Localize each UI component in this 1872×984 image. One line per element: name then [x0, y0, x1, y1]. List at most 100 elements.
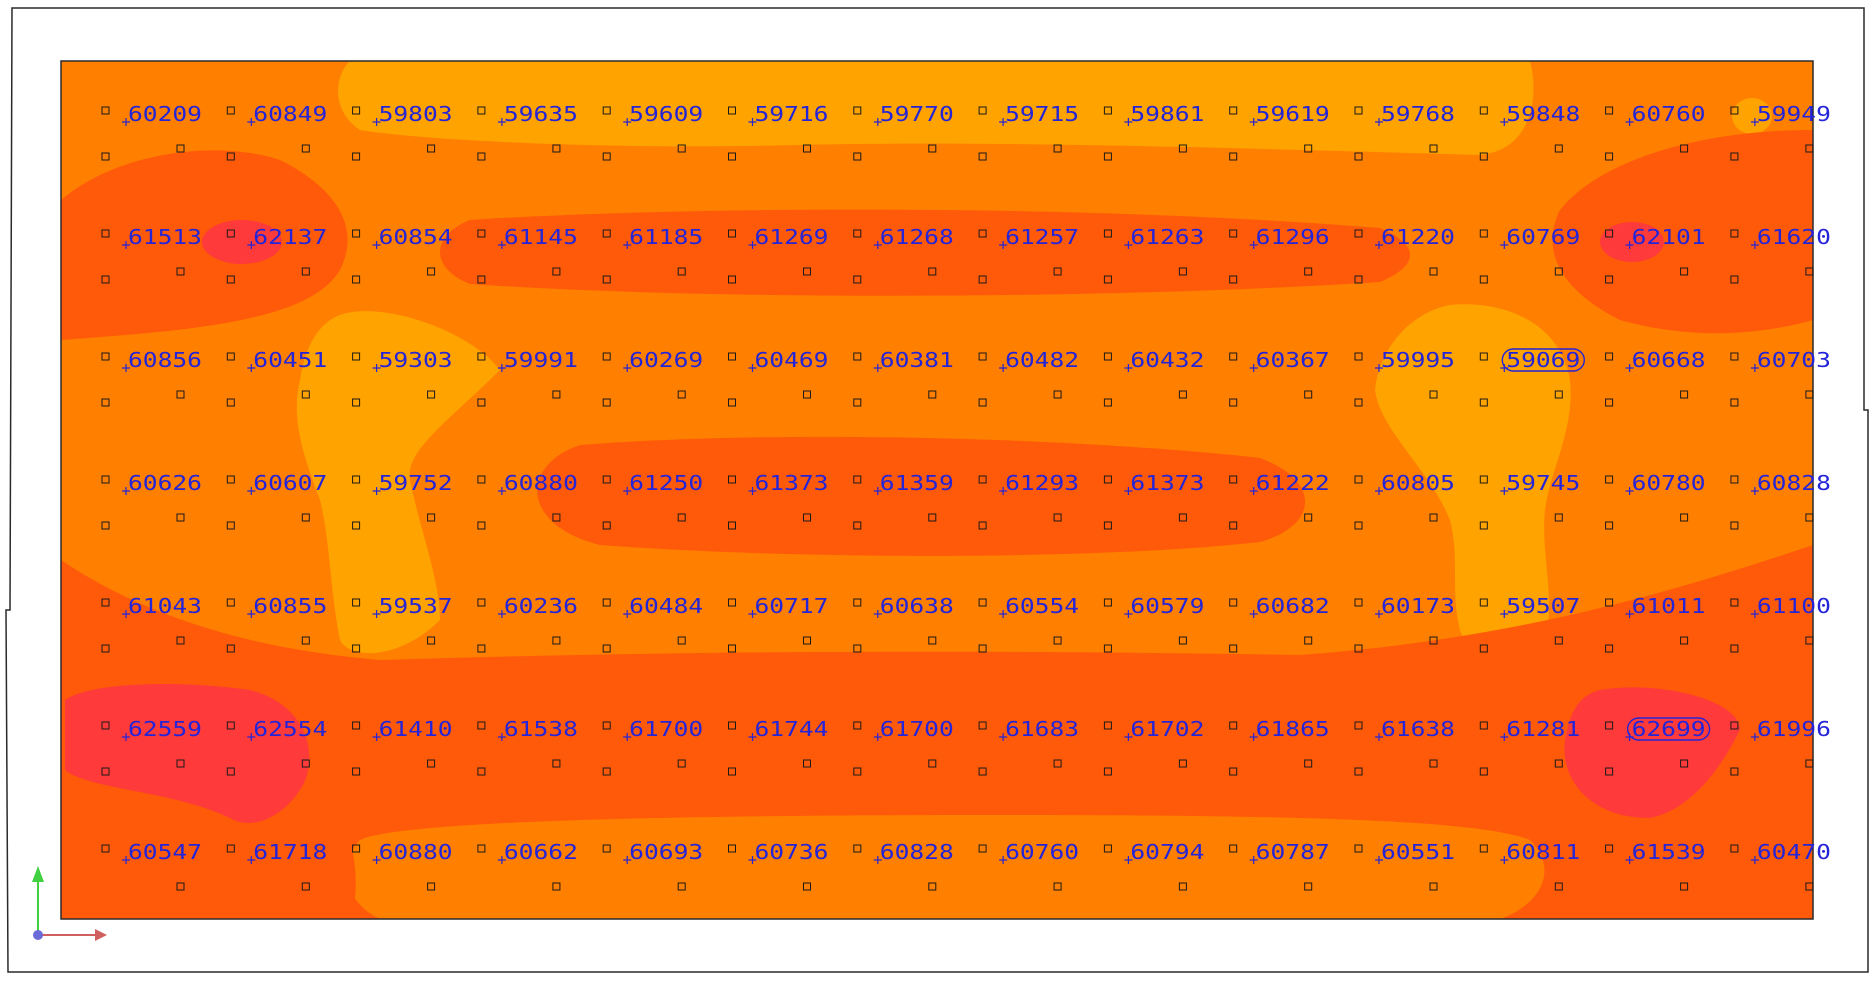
value-label[interactable]: 60668	[1632, 348, 1706, 372]
value-label[interactable]: 61996	[1757, 717, 1831, 741]
value-label[interactable]: 61293	[1005, 471, 1079, 495]
value-label[interactable]: 60828	[880, 840, 954, 864]
value-label[interactable]: 60703	[1757, 348, 1831, 372]
value-label[interactable]: 59537	[379, 594, 453, 618]
value-label[interactable]: 59768	[1381, 102, 1455, 126]
value-label[interactable]: 60551	[1381, 840, 1455, 864]
value-label[interactable]: 61269	[755, 225, 829, 249]
value-label[interactable]: 60693	[629, 840, 703, 864]
value-label[interactable]: 61100	[1757, 594, 1831, 618]
value-label[interactable]: 60554	[1005, 594, 1079, 618]
value-label[interactable]: 60682	[1256, 594, 1330, 618]
value-label[interactable]: 62101	[1632, 225, 1706, 249]
value-label[interactable]: 61257	[1005, 225, 1079, 249]
value-label[interactable]: 60626	[128, 471, 202, 495]
value-label[interactable]: 61296	[1256, 225, 1330, 249]
value-label[interactable]: 59715	[1005, 102, 1079, 126]
value-label[interactable]: 62699	[1632, 717, 1706, 741]
value-label[interactable]: 59609	[629, 102, 703, 126]
value-label[interactable]: 60269	[629, 348, 703, 372]
value-label[interactable]: 60469	[755, 348, 829, 372]
value-label[interactable]: 59752	[379, 471, 453, 495]
value-label[interactable]: 59861	[1130, 102, 1204, 126]
value-label[interactable]: 61744	[755, 717, 829, 741]
value-label[interactable]: 60381	[880, 348, 954, 372]
value-label[interactable]: 59507	[1506, 594, 1580, 618]
value-label[interactable]: 60236	[504, 594, 578, 618]
value-label[interactable]: 60769	[1506, 225, 1580, 249]
value-label[interactable]: 62554	[253, 717, 327, 741]
value-label[interactable]: 60638	[880, 594, 954, 618]
value-label[interactable]: 60880	[379, 840, 453, 864]
value-label[interactable]: 59069	[1506, 348, 1580, 372]
value-label[interactable]: 60794	[1130, 840, 1204, 864]
value-label[interactable]: 60470	[1757, 840, 1831, 864]
value-label[interactable]: 61373	[755, 471, 829, 495]
value-label[interactable]: 61700	[880, 717, 954, 741]
value-label[interactable]: 59303	[379, 348, 453, 372]
value-label[interactable]: 62137	[253, 225, 327, 249]
value-label[interactable]: 60484	[629, 594, 703, 618]
value-label[interactable]: 60787	[1256, 840, 1330, 864]
value-label[interactable]: 60855	[253, 594, 327, 618]
value-label[interactable]: 61263	[1130, 225, 1204, 249]
value-label[interactable]: 61410	[379, 717, 453, 741]
value-label[interactable]: 59803	[379, 102, 453, 126]
value-label[interactable]: 59995	[1381, 348, 1455, 372]
value-label[interactable]: 61538	[504, 717, 578, 741]
value-label[interactable]: 61222	[1256, 471, 1330, 495]
value-label[interactable]: 61220	[1381, 225, 1455, 249]
value-label[interactable]: 59949	[1757, 102, 1831, 126]
value-label[interactable]: 60760	[1632, 102, 1706, 126]
value-label[interactable]: 61011	[1632, 594, 1706, 618]
value-label[interactable]: 60451	[253, 348, 327, 372]
value-label[interactable]: 59770	[880, 102, 954, 126]
value-label[interactable]: 61359	[880, 471, 954, 495]
value-label[interactable]: 60662	[504, 840, 578, 864]
value-label[interactable]: 60854	[379, 225, 453, 249]
value-label[interactable]: 60856	[128, 348, 202, 372]
value-label[interactable]: 61281	[1506, 717, 1580, 741]
value-label[interactable]: 60780	[1632, 471, 1706, 495]
value-label[interactable]: 60760	[1005, 840, 1079, 864]
value-label[interactable]: 60811	[1506, 840, 1580, 864]
value-label[interactable]: 60736	[755, 840, 829, 864]
value-label[interactable]: 60805	[1381, 471, 1455, 495]
value-label[interactable]: 61865	[1256, 717, 1330, 741]
value-label[interactable]: 61043	[128, 594, 202, 618]
value-label[interactable]: 61638	[1381, 717, 1455, 741]
value-label[interactable]: 59635	[504, 102, 578, 126]
value-label[interactable]: 60717	[755, 594, 829, 618]
value-label[interactable]: 61185	[629, 225, 703, 249]
value-label[interactable]: 61620	[1757, 225, 1831, 249]
value-label[interactable]: 61702	[1130, 717, 1204, 741]
value-label[interactable]: 60547	[128, 840, 202, 864]
value-label[interactable]: 59745	[1506, 471, 1580, 495]
value-label[interactable]: 60209	[128, 102, 202, 126]
value-label[interactable]: 61700	[629, 717, 703, 741]
value-label[interactable]: 60880	[504, 471, 578, 495]
value-label[interactable]: 62559	[128, 717, 202, 741]
value-label[interactable]: 59619	[1256, 102, 1330, 126]
value-label[interactable]: 59848	[1506, 102, 1580, 126]
value-label[interactable]: 61718	[253, 840, 327, 864]
value-label[interactable]: 60367	[1256, 348, 1330, 372]
value-label[interactable]: 61373	[1130, 471, 1204, 495]
value-label[interactable]: 61250	[629, 471, 703, 495]
value-label[interactable]: 60579	[1130, 594, 1204, 618]
value-label[interactable]: 61145	[504, 225, 578, 249]
value-label[interactable]: 59716	[755, 102, 829, 126]
value-label[interactable]: 59991	[504, 348, 578, 372]
value-label[interactable]: 61513	[128, 225, 202, 249]
value-label[interactable]: 60607	[253, 471, 327, 495]
value-label[interactable]: 60432	[1130, 348, 1204, 372]
value-label[interactable]: 61268	[880, 225, 954, 249]
value-label[interactable]: 61539	[1632, 840, 1706, 864]
value-label[interactable]: 60849	[253, 102, 327, 126]
value-label[interactable]: 61683	[1005, 717, 1079, 741]
value-label[interactable]: 60482	[1005, 348, 1079, 372]
value-label[interactable]: 60173	[1381, 594, 1455, 618]
value-label[interactable]: 60828	[1757, 471, 1831, 495]
